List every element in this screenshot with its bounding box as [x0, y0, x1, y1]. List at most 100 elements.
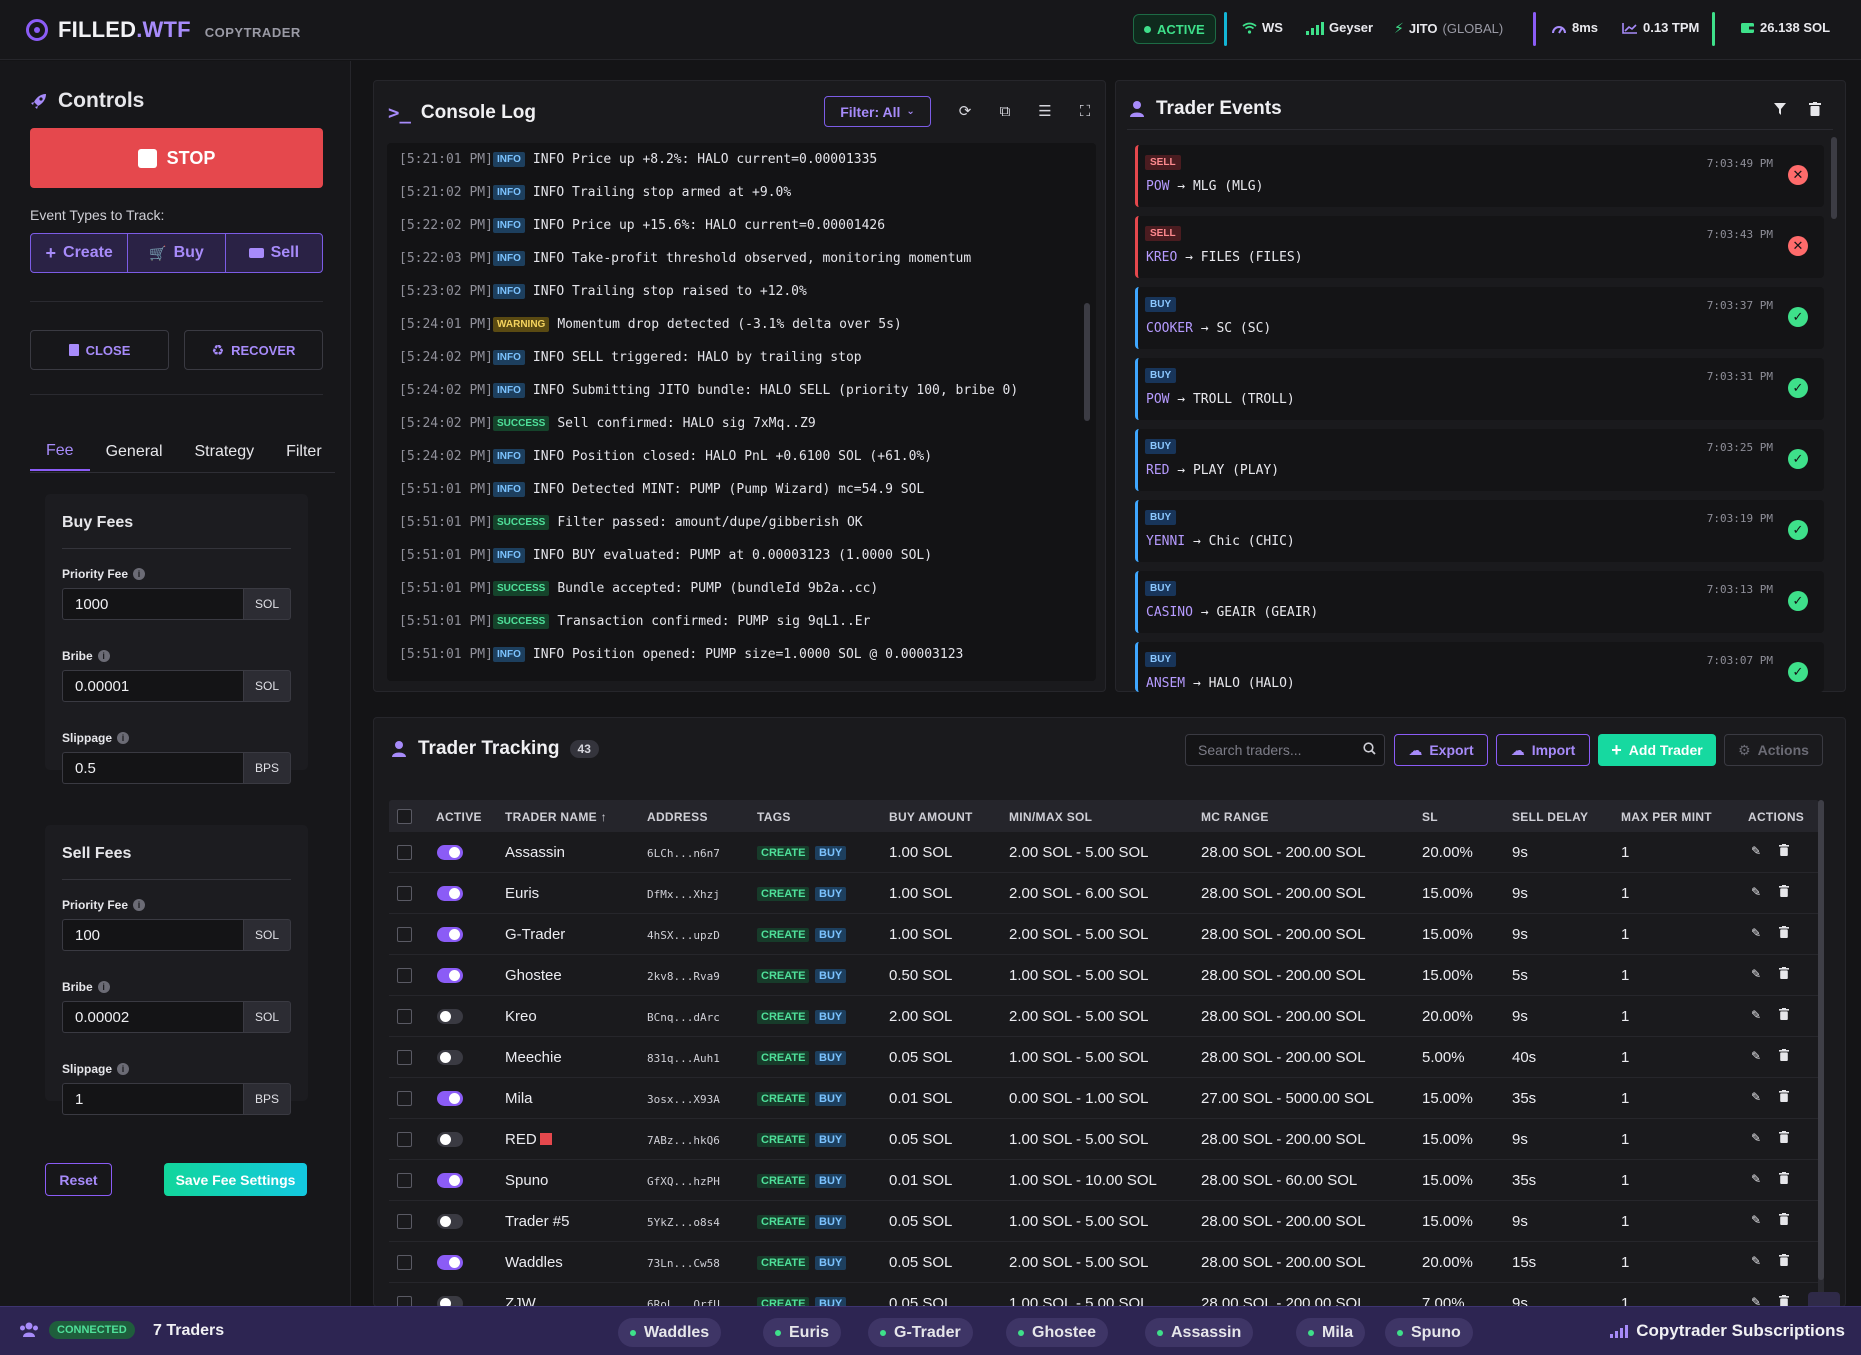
trader-chip[interactable]: G-Trader: [868, 1318, 973, 1347]
tab-strategy[interactable]: Strategy: [194, 443, 255, 460]
search-traders-input[interactable]: [1198, 742, 1358, 758]
console-filter-dropdown[interactable]: Filter: All ⌄: [824, 96, 931, 127]
edit-icon[interactable]: ✎: [1751, 1295, 1762, 1307]
edit-icon[interactable]: ✎: [1751, 1131, 1762, 1145]
reset-button[interactable]: Reset: [45, 1163, 112, 1196]
row-checkbox[interactable]: [397, 1255, 412, 1270]
delete-icon[interactable]: [1779, 1295, 1789, 1306]
sell-slippage-input[interactable]: [62, 1083, 243, 1115]
trader-chip[interactable]: Euris: [763, 1318, 842, 1347]
event-card[interactable]: SELL POW → MLG (MLG) 7:03:49 PM ✕: [1135, 145, 1824, 207]
recover-button[interactable]: ♻ RECOVER: [184, 330, 323, 370]
row-checkbox[interactable]: [397, 1296, 412, 1306]
row-checkbox[interactable]: [397, 968, 412, 983]
table-row[interactable]: Trader #5 5YkZ...o8s4 CREATE BUY 0.05 SOL 1.0…: [389, 1201, 1819, 1242]
col-buy-amount[interactable]: BUY AMOUNT: [889, 810, 973, 824]
select-all-checkbox[interactable]: [397, 809, 412, 824]
brand[interactable]: FILLED.WTF COPYTRADER: [26, 17, 301, 43]
trash-icon[interactable]: [1804, 98, 1826, 120]
active-toggle[interactable]: [437, 1173, 463, 1188]
copytrader-subscriptions-link[interactable]: Copytrader Subscriptions: [1610, 1321, 1845, 1341]
table-row[interactable]: RED 7ABz...hkQ6 CREATE BUY 0.05 SOL 1.00 SOL …: [389, 1119, 1819, 1160]
tab-filter[interactable]: Filter: [286, 443, 322, 460]
table-row[interactable]: Meechie 831q...Auh1 CREATE BUY 0.05 SOL 1.00 …: [389, 1037, 1819, 1078]
table-row[interactable]: Waddles 73Ln...Cw58 CREATE BUY 0.05 SOL 2.00 …: [389, 1242, 1819, 1283]
active-toggle[interactable]: [437, 927, 463, 942]
buy-bribe-input[interactable]: [62, 670, 243, 702]
col-mc-range[interactable]: MC RANGE: [1201, 810, 1269, 824]
delete-icon[interactable]: [1779, 885, 1789, 900]
event-card[interactable]: BUY POW → TROLL (TROLL) 7:03:31 PM ✓: [1135, 358, 1824, 420]
edit-icon[interactable]: ✎: [1751, 1008, 1762, 1022]
import-button[interactable]: ☁ Import: [1496, 734, 1590, 766]
delete-icon[interactable]: [1779, 926, 1789, 941]
events-scrollbar[interactable]: [1831, 137, 1837, 219]
active-toggle[interactable]: [437, 1091, 463, 1106]
close-button[interactable]: CLOSE: [30, 330, 169, 370]
delete-icon[interactable]: [1779, 1090, 1789, 1105]
tab-fee[interactable]: Fee: [30, 433, 90, 471]
table-row[interactable]: Mila 3osx...X93A CREATE BUY 0.01 SOL 0.00 SOL…: [389, 1078, 1819, 1119]
delete-icon[interactable]: [1779, 1172, 1789, 1187]
copy-icon[interactable]: ⧉: [999, 102, 1011, 120]
edit-icon[interactable]: ✎: [1751, 844, 1762, 858]
col-min-max-sol[interactable]: MIN/MAX SOL: [1009, 810, 1093, 824]
table-scrollbar[interactable]: [1818, 800, 1824, 1306]
sell-priority-fee-input[interactable]: [62, 919, 243, 951]
tab-general[interactable]: General: [105, 443, 163, 460]
row-checkbox[interactable]: [397, 886, 412, 901]
row-checkbox[interactable]: [397, 1050, 412, 1065]
edit-icon[interactable]: ✎: [1751, 926, 1762, 940]
delete-icon[interactable]: [1779, 1049, 1789, 1064]
active-toggle[interactable]: [437, 886, 463, 901]
event-card[interactable]: BUY ANSEM → HALO (HALO) 7:03:07 PM ✓: [1135, 642, 1824, 692]
edit-icon[interactable]: ✎: [1751, 1090, 1762, 1104]
event-sell-button[interactable]: Sell: [226, 234, 322, 272]
expand-icon[interactable]: ⛶: [1079, 102, 1091, 120]
console-scrollbar[interactable]: [1084, 303, 1090, 421]
console-log-output[interactable]: [5:21:01 PM] INFO INFO Price up +8.2%: HAL…: [387, 143, 1096, 681]
col-sell-delay[interactable]: SELL DELAY: [1512, 810, 1589, 824]
table-scrollbar-thumb[interactable]: [1818, 800, 1824, 1280]
sell-bribe-input[interactable]: [62, 1001, 243, 1033]
row-checkbox[interactable]: [397, 1132, 412, 1147]
buy-priority-fee-input[interactable]: [62, 588, 243, 620]
save-fee-settings-button[interactable]: Save Fee Settings: [164, 1163, 307, 1196]
edit-icon[interactable]: ✎: [1751, 1213, 1762, 1227]
trader-chip[interactable]: Mila: [1296, 1318, 1366, 1347]
active-toggle[interactable]: [437, 845, 463, 860]
event-card[interactable]: BUY YENNI → Chic (CHIC) 7:03:19 PM ✓: [1135, 500, 1824, 562]
active-toggle[interactable]: [437, 968, 463, 983]
delete-icon[interactable]: [1779, 844, 1789, 859]
buy-slippage-input[interactable]: [62, 752, 243, 784]
col-tags[interactable]: TAGS: [757, 810, 791, 824]
event-create-button[interactable]: + Create: [31, 234, 129, 272]
table-row[interactable]: Kreo BCnq...dArc CREATE BUY 2.00 SOL 2.00 SOL…: [389, 996, 1819, 1037]
database-icon[interactable]: ☰: [1038, 103, 1052, 120]
edit-icon[interactable]: ✎: [1751, 885, 1762, 899]
trader-chip[interactable]: Assassin: [1145, 1318, 1254, 1347]
trader-chip[interactable]: Spuno: [1385, 1318, 1473, 1347]
delete-icon[interactable]: [1779, 1254, 1789, 1269]
event-card[interactable]: BUY RED → PLAY (PLAY) 7:03:25 PM ✓: [1135, 429, 1824, 491]
table-row[interactable]: Assassin 6LCh...n6n7 CREATE BUY 1.00 SOL 2.00…: [389, 832, 1819, 873]
table-row[interactable]: Ghostee 2kv8...Rva9 CREATE BUY 0.50 SOL 1.00 …: [389, 955, 1819, 996]
row-checkbox[interactable]: [397, 1173, 412, 1188]
edit-icon[interactable]: ✎: [1751, 1172, 1762, 1186]
edit-icon[interactable]: ✎: [1751, 967, 1762, 981]
trader-chip[interactable]: Waddles: [618, 1318, 722, 1347]
row-checkbox[interactable]: [397, 1091, 412, 1106]
active-toggle[interactable]: [437, 1255, 463, 1270]
table-row[interactable]: ZJW 6RoL...QrfU CREATE BUY 0.05 SOL 1.00 SOL …: [389, 1283, 1819, 1307]
filter-icon[interactable]: [1769, 98, 1791, 120]
delete-icon[interactable]: [1779, 1008, 1789, 1023]
active-toggle[interactable]: [437, 1214, 463, 1229]
active-toggle[interactable]: [437, 1009, 463, 1024]
add-trader-button[interactable]: + Add Trader: [1598, 734, 1716, 766]
event-buy-button[interactable]: 🛒 Buy: [128, 234, 226, 272]
active-toggle[interactable]: [437, 1132, 463, 1147]
table-row[interactable]: Euris DfMx...Xhzj CREATE BUY 1.00 SOL 2.00 SO…: [389, 873, 1819, 914]
event-card[interactable]: BUY COOKER → SC (SC) 7:03:37 PM ✓: [1135, 287, 1824, 349]
row-checkbox[interactable]: [397, 1214, 412, 1229]
export-button[interactable]: ☁ Export: [1394, 734, 1488, 766]
